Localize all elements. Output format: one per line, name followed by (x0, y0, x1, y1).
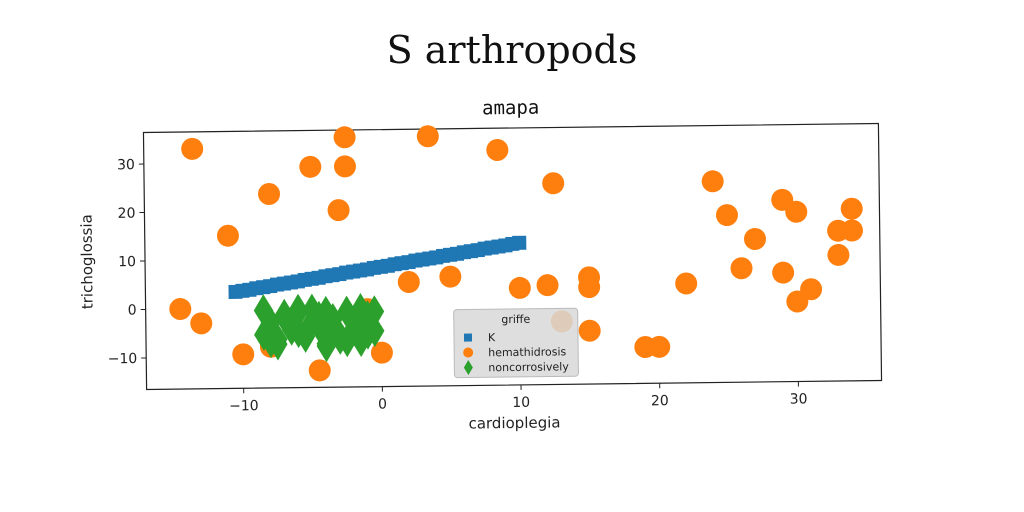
data-point-hemathidrosis (785, 200, 808, 223)
data-point-hemathidrosis (786, 290, 809, 313)
y-tick-label: 0 (128, 303, 137, 319)
axis-ticks: −10 0 10 20 30 −10 0 10 20 30 (108, 157, 808, 414)
data-point-K (512, 235, 527, 250)
legend-label-K: K (488, 331, 496, 344)
x-tick-label: −10 (229, 398, 259, 414)
data-point-hemathidrosis (333, 126, 356, 149)
data-point-hemathidrosis (536, 274, 559, 297)
data-point-hemathidrosis (840, 197, 863, 220)
data-point-noncorrosively (364, 295, 385, 328)
legend-label-noncorrosively: noncorrosively (488, 360, 569, 374)
legend-box (453, 307, 579, 379)
data-point-hemathidrosis (486, 138, 509, 161)
data-point-hemathidrosis (190, 312, 213, 335)
data-point-hemathidrosis (743, 227, 766, 250)
data-point-noncorrosively (309, 300, 329, 334)
y-tick-label: 30 (117, 157, 135, 173)
y-tick-label: 10 (118, 254, 136, 270)
legend-marker-hemathidrosis (463, 347, 474, 358)
y-tick-label: 20 (118, 206, 136, 222)
data-point-hemathidrosis (181, 137, 204, 160)
data-point-noncorrosively (254, 318, 274, 351)
data-point-hemathidrosis (715, 204, 738, 227)
x-tick-label: 30 (790, 391, 808, 407)
data-point-hemathidrosis (216, 224, 239, 247)
data-point-hemathidrosis (299, 155, 322, 178)
data-point-noncorrosively (337, 324, 357, 358)
legend-marker-noncorrosively (463, 360, 473, 376)
data-point-hemathidrosis (508, 276, 531, 299)
series-K (228, 235, 527, 299)
data-point-noncorrosively (288, 293, 308, 327)
x-axis-label: cardioplegia (468, 413, 560, 432)
data-marks (169, 125, 863, 382)
x-tick-label: 0 (378, 397, 387, 413)
data-point-noncorrosively (344, 305, 364, 338)
data-point-hemathidrosis (675, 272, 698, 295)
data-point-noncorrosively (281, 305, 302, 339)
data-point-hemathidrosis (258, 183, 281, 206)
series-noncorrosively (253, 293, 385, 363)
data-point-hemathidrosis (370, 341, 393, 364)
data-point-hemathidrosis (232, 343, 255, 366)
data-point-hemathidrosis (772, 261, 795, 284)
data-point-noncorrosively (295, 317, 316, 351)
data-point-hemathidrosis (701, 170, 724, 193)
data-point-hemathidrosis (308, 359, 331, 382)
data-point-noncorrosively (323, 310, 343, 343)
data-point-hemathidrosis (542, 172, 565, 195)
data-point-noncorrosively (316, 329, 337, 363)
x-tick-label: 20 (651, 393, 669, 409)
axes-title: amapa (482, 97, 539, 120)
legend-marker-K (463, 333, 473, 342)
data-point-hemathidrosis (327, 199, 350, 222)
series-hemathidrosis (169, 125, 863, 382)
data-point-hemathidrosis (397, 271, 420, 294)
legend-title: griffe (501, 313, 530, 326)
data-point-hemathidrosis (578, 276, 601, 299)
data-point-noncorrosively (357, 307, 378, 340)
data-point-hemathidrosis (169, 298, 192, 321)
data-point-hemathidrosis (439, 265, 462, 288)
data-point-hemathidrosis (578, 319, 601, 342)
legend-label-hemathidrosis: hemathidrosis (488, 345, 566, 359)
y-axis-label: trichoglossia (77, 214, 96, 309)
figure-suptitle: S arthropods (386, 28, 638, 72)
data-point-hemathidrosis (730, 257, 753, 280)
data-point-hemathidrosis (840, 219, 863, 242)
x-tick-label: 10 (512, 395, 530, 411)
data-point-noncorrosively (302, 305, 322, 339)
data-point-hemathidrosis (827, 243, 850, 266)
y-tick-label: −10 (108, 351, 138, 367)
data-point-noncorrosively (268, 327, 288, 361)
data-point-hemathidrosis (416, 125, 439, 148)
data-point-hemathidrosis (333, 155, 356, 178)
data-point-hemathidrosis (648, 335, 671, 358)
